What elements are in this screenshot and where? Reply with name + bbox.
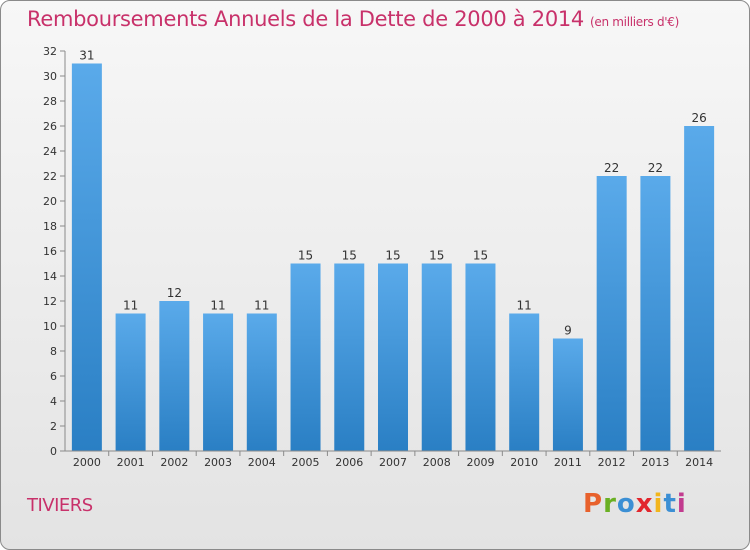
bar-value-label: 15: [342, 249, 357, 263]
bar: [115, 313, 146, 451]
bar-value-label: 22: [648, 161, 663, 175]
bar-value-label: 15: [298, 249, 313, 263]
y-tick-label: 26: [43, 120, 57, 133]
bar-value-label: 11: [210, 299, 225, 313]
y-tick-label: 28: [43, 95, 57, 108]
bar-value-label: 15: [429, 249, 444, 263]
bar: [421, 263, 452, 451]
logo-letter: o: [616, 489, 636, 519]
logo-letter: P: [583, 489, 604, 519]
bar: [640, 176, 671, 451]
x-tick-label: 2010: [510, 456, 538, 469]
logo-letter: x: [635, 489, 654, 519]
bar: [596, 176, 627, 451]
bar-value-label: 11: [517, 299, 532, 313]
x-tick-label: 2012: [598, 456, 626, 469]
x-tick-label: 2011: [554, 456, 582, 469]
y-tick-label: 24: [43, 145, 57, 158]
bar: [465, 263, 496, 451]
y-tick-label: 30: [43, 70, 57, 83]
data-labels-group: 31 11 12 11 11 15 15 15 15 15 11 9 22 22 26: [79, 49, 707, 338]
bar-value-label: 22: [604, 161, 619, 175]
y-tick-label: 20: [43, 195, 57, 208]
y-tick-label: 32: [43, 45, 57, 58]
chart-title-text: Remboursements Annuels de la Dette de 20…: [27, 7, 584, 31]
bar: [334, 263, 365, 451]
x-tick-label: 2007: [379, 456, 407, 469]
bar: [159, 301, 190, 451]
bar: [509, 313, 540, 451]
x-tick-label: 2006: [335, 456, 363, 469]
logo-letter: i: [653, 489, 664, 519]
bar-value-label: 12: [167, 286, 182, 300]
x-tick-label: 2005: [292, 456, 320, 469]
bar-value-label: 15: [385, 249, 400, 263]
y-tick-label: 4: [50, 395, 57, 408]
y-tick-label: 2: [50, 420, 57, 433]
y-tick-label: 12: [43, 295, 57, 308]
bar: [203, 313, 234, 451]
x-axis-ticks: 2000 2001 2002 2003 2004 2005 2006 2007 2008 2009…: [73, 451, 713, 469]
bar: [684, 126, 715, 451]
bar: [246, 313, 277, 451]
bar-value-label: 15: [473, 249, 488, 263]
bar: [378, 263, 408, 451]
chart-title: Remboursements Annuels de la Dette de 20…: [27, 7, 679, 31]
x-tick-label: 2014: [685, 456, 713, 469]
proxiti-logo: Proxiti: [583, 489, 687, 519]
bar-value-label: 31: [79, 49, 94, 63]
x-tick-label: 2004: [248, 456, 276, 469]
bar-value-label: 11: [254, 299, 269, 313]
logo-letter: i: [676, 489, 687, 519]
x-tick-label: 2008: [423, 456, 451, 469]
bar: [71, 63, 102, 451]
y-tick-label: 8: [50, 345, 57, 358]
x-tick-label: 2003: [204, 456, 232, 469]
x-tick-label: 2013: [641, 456, 669, 469]
y-tick-label: 22: [43, 170, 57, 183]
y-tick-label: 16: [43, 245, 57, 258]
bar-value-label: 9: [564, 324, 572, 338]
x-tick-label: 2002: [160, 456, 188, 469]
y-tick-label: 0: [50, 445, 57, 458]
chart-subtitle: (en milliers d'€): [590, 15, 680, 29]
bar: [290, 263, 321, 451]
bar: [552, 338, 583, 451]
y-tick-label: 14: [43, 270, 57, 283]
bars-group: [71, 63, 715, 451]
x-tick-label: 2000: [73, 456, 101, 469]
y-tick-label: 6: [50, 370, 57, 383]
bar-value-label: 11: [123, 299, 138, 313]
logo-letter: r: [603, 489, 617, 519]
logo-letter: t: [663, 489, 677, 519]
bar-value-label: 26: [691, 111, 706, 125]
y-tick-label: 18: [43, 220, 57, 233]
commune-name: TIVIERS: [27, 495, 93, 516]
y-tick-label: 10: [43, 320, 57, 333]
x-tick-label: 2001: [117, 456, 145, 469]
x-tick-label: 2009: [466, 456, 494, 469]
